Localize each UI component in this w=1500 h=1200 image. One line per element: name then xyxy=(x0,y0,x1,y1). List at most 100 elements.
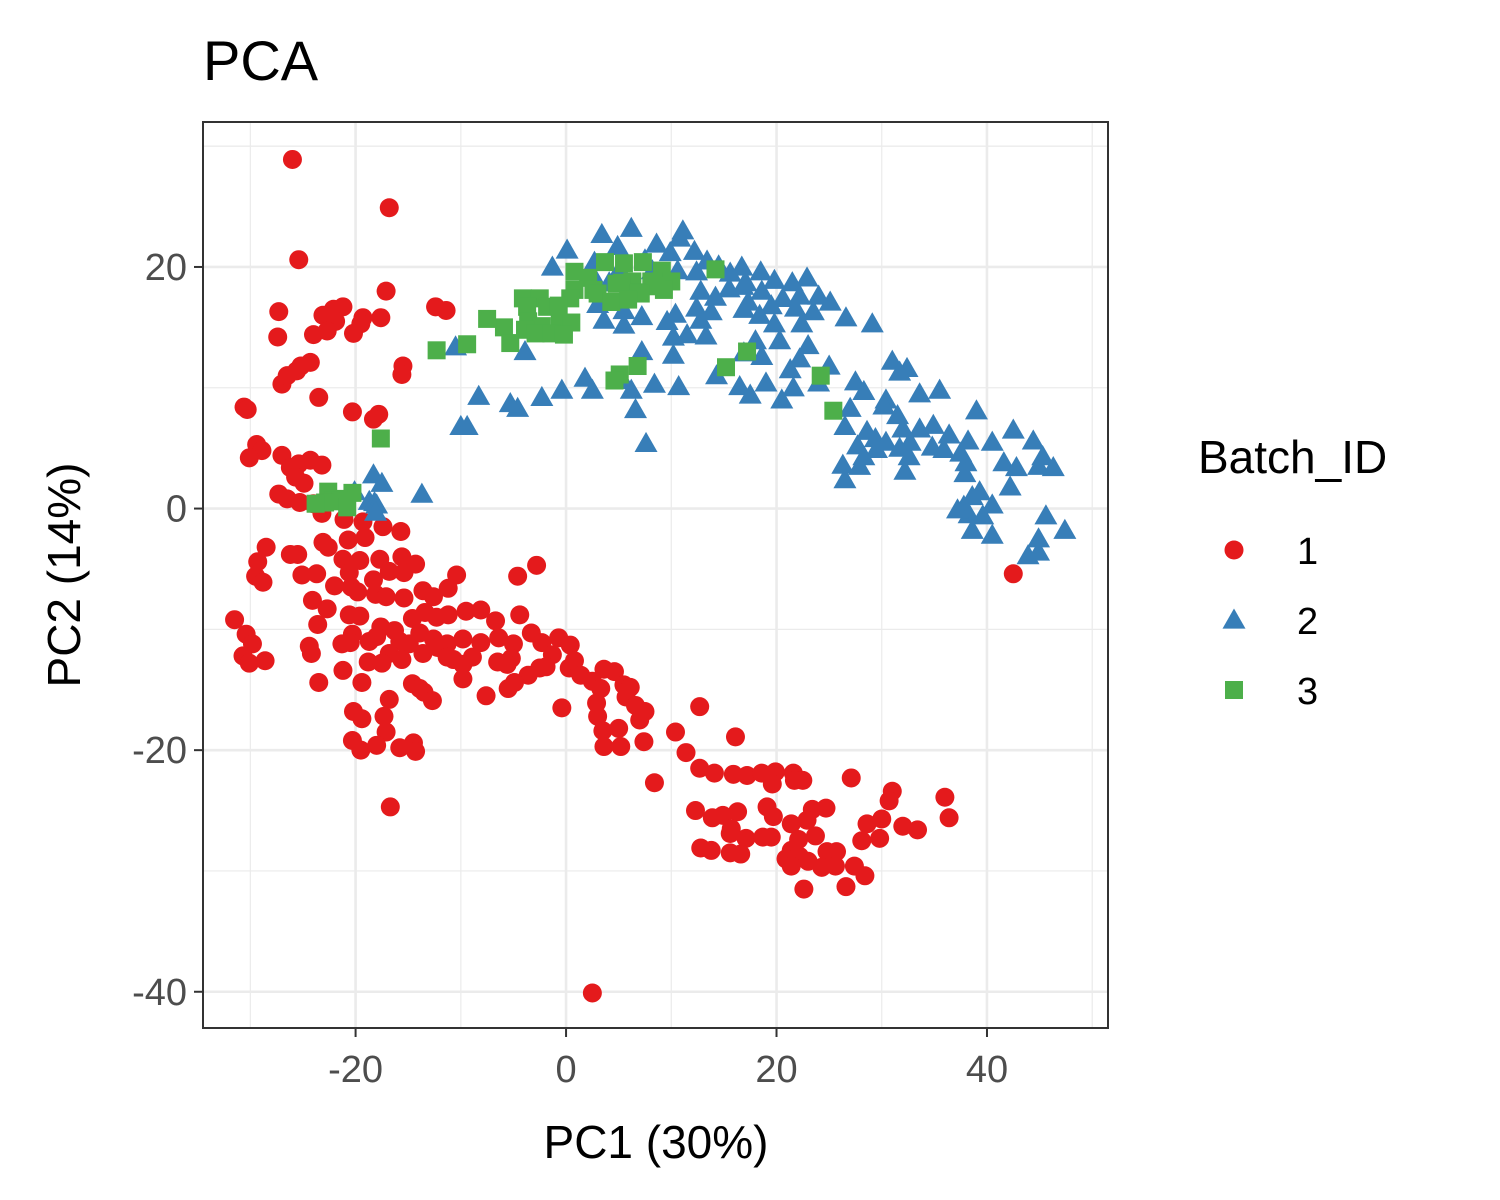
data-point-batch-1 xyxy=(355,528,375,548)
data-point-batch-1 xyxy=(379,561,399,581)
data-point-batch-1 xyxy=(318,537,338,557)
legend-title: Batch_ID xyxy=(1198,431,1387,483)
x-tick-label: 0 xyxy=(555,1049,576,1091)
data-point-batch-3 xyxy=(602,292,621,311)
legend-key-2 xyxy=(1222,608,1246,629)
data-point-batch-1 xyxy=(794,879,814,899)
data-point-batch-1 xyxy=(302,590,322,610)
data-point-batch-2 xyxy=(540,255,564,276)
data-point-batch-3 xyxy=(824,401,843,420)
data-point-batch-1 xyxy=(797,810,817,830)
data-point-batch-1 xyxy=(379,689,399,709)
data-point-batch-1 xyxy=(391,522,411,542)
data-point-batch-2 xyxy=(833,414,857,436)
data-point-batch-2 xyxy=(888,360,912,381)
data-point-batch-2 xyxy=(998,475,1022,496)
data-point-batch-3 xyxy=(633,253,652,272)
data-point-batch-2 xyxy=(783,296,807,317)
data-point-batch-2 xyxy=(771,286,795,307)
data-point-batch-2 xyxy=(645,232,669,253)
data-point-batch-1 xyxy=(413,644,433,664)
data-point-batch-2 xyxy=(795,266,819,287)
data-point-batch-1 xyxy=(530,658,550,678)
data-point-batch-1 xyxy=(908,820,928,840)
data-point-batch-2 xyxy=(667,375,691,396)
data-point-batch-1 xyxy=(294,473,314,493)
data-point-batch-1 xyxy=(935,787,955,807)
data-point-batch-2 xyxy=(642,372,666,393)
data-point-batch-2 xyxy=(590,222,614,243)
data-point-batch-1 xyxy=(503,634,523,654)
data-point-batch-1 xyxy=(280,544,300,564)
data-point-batch-1 xyxy=(394,588,414,608)
data-point-batch-1 xyxy=(338,530,358,550)
data-point-batch-2 xyxy=(685,260,709,281)
y-tick-label: -20 xyxy=(132,730,187,772)
data-point-batch-2 xyxy=(980,430,1004,451)
data-point-batch-2 xyxy=(624,398,648,419)
data-point-batch-2 xyxy=(768,329,792,350)
data-point-batch-2 xyxy=(682,239,706,260)
data-point-batch-1 xyxy=(720,824,740,844)
data-point-batch-2 xyxy=(630,340,654,361)
data-point-batch-1 xyxy=(870,828,890,848)
data-point-batch-3 xyxy=(526,324,545,343)
data-point-batch-2 xyxy=(762,312,786,333)
legend-label-1: 1 xyxy=(1297,531,1318,573)
chart-title: PCA xyxy=(203,29,319,92)
data-point-batch-2 xyxy=(953,462,977,483)
data-point-batch-1 xyxy=(701,840,721,860)
panel-border xyxy=(202,121,1109,1029)
data-point-batch-2 xyxy=(992,451,1016,472)
data-point-batch-1 xyxy=(893,816,913,836)
data-point-batch-2 xyxy=(750,279,774,300)
data-point-batch-1 xyxy=(489,628,509,648)
data-point-batch-1 xyxy=(239,448,259,468)
data-point-batch-2 xyxy=(619,378,643,399)
data-point-batch-1 xyxy=(225,610,245,630)
data-point-batch-2 xyxy=(1021,429,1045,450)
data-point-batch-2 xyxy=(675,323,699,344)
data-point-batch-1 xyxy=(552,698,572,718)
data-point-batch-1 xyxy=(309,673,329,693)
data-point-batch-2 xyxy=(1027,454,1051,475)
data-point-batch-2 xyxy=(971,504,995,525)
data-point-batch-2 xyxy=(748,303,772,324)
data-point-batch-1 xyxy=(348,582,368,602)
data-point-batch-1 xyxy=(269,302,289,322)
data-point-batch-3 xyxy=(738,342,757,361)
data-point-batch-3 xyxy=(458,335,477,354)
data-point-batch-1 xyxy=(392,650,412,670)
data-point-batch-1 xyxy=(763,807,783,827)
data-point-batch-3 xyxy=(646,277,665,296)
data-point-batch-2 xyxy=(658,240,682,262)
data-point-batch-2 xyxy=(834,306,858,327)
data-point-batch-1 xyxy=(609,718,629,738)
data-point-batch-1 xyxy=(644,773,664,793)
data-point-batch-2 xyxy=(619,216,643,237)
data-point-batch-1 xyxy=(394,563,414,583)
data-point-batch-1 xyxy=(390,738,410,758)
data-point-batch-2 xyxy=(364,500,388,521)
data-point-batch-1 xyxy=(239,653,259,673)
data-point-batch-2 xyxy=(580,378,604,399)
data-point-batch-1 xyxy=(841,768,861,788)
data-point-batch-3 xyxy=(478,309,497,328)
data-point-batch-2 xyxy=(790,312,814,333)
data-point-batch-1 xyxy=(342,402,362,422)
data-point-batch-2 xyxy=(980,493,1004,514)
data-point-batch-2 xyxy=(749,260,773,281)
data-point-batch-3 xyxy=(811,366,830,385)
data-point-batch-1 xyxy=(256,537,276,557)
data-point-batch-1 xyxy=(303,325,323,345)
data-point-batch-1 xyxy=(309,387,329,407)
data-point-batch-2 xyxy=(801,300,825,321)
data-point-batch-3 xyxy=(706,260,725,279)
data-point-batch-1 xyxy=(376,722,396,742)
data-point-batch-1 xyxy=(380,797,400,817)
data-point-batch-1 xyxy=(793,770,813,790)
data-point-batch-2 xyxy=(703,285,727,306)
data-point-batch-2 xyxy=(852,379,876,401)
data-point-batch-1 xyxy=(351,740,371,760)
data-point-batch-2 xyxy=(897,445,921,466)
